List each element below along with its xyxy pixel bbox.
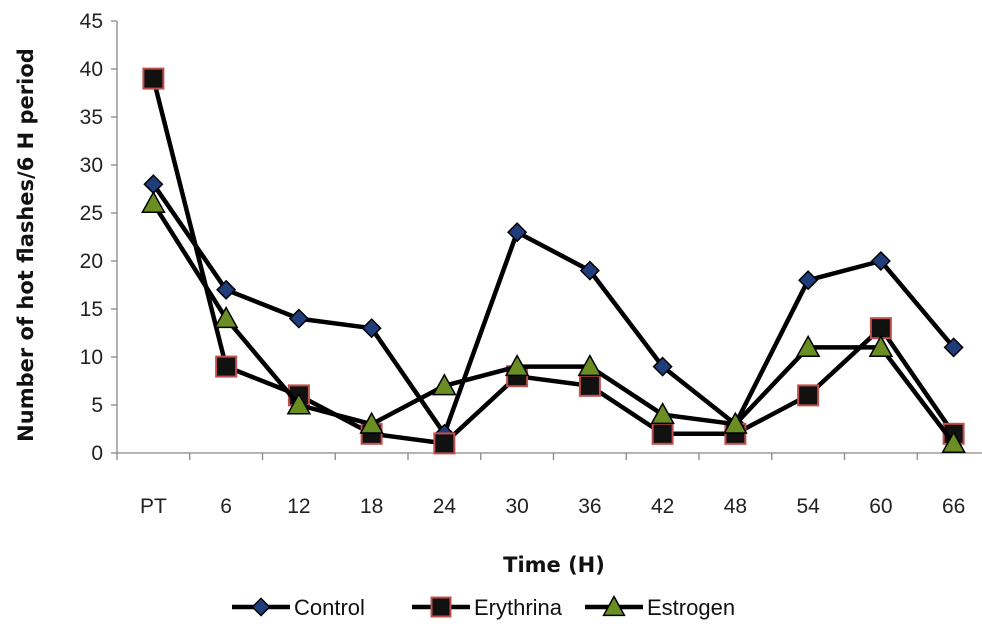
data-point-erythrina (433, 432, 456, 455)
data-point-control (507, 222, 528, 243)
legend-item-estrogen: Estrogen (585, 595, 735, 620)
x-tick-label: 48 (724, 495, 747, 518)
data-point-erythrina (797, 384, 820, 407)
x-tick-label: 36 (578, 495, 601, 518)
data-point-control (943, 337, 964, 358)
data-point-control (579, 260, 600, 281)
series-line-estrogen (151, 202, 956, 445)
series-line-erythrina (151, 78, 956, 446)
y-tick-label: 15 (80, 298, 103, 321)
y-tick-label: 25 (80, 202, 103, 225)
data-point-estrogen (286, 392, 312, 415)
legend-marker-estrogen (602, 595, 626, 617)
data-point-control (361, 318, 382, 339)
data-point-control (216, 279, 237, 300)
data-point-estrogen (504, 354, 530, 377)
series-layer (141, 67, 966, 455)
series-control (143, 174, 964, 444)
legend-label: Control (294, 595, 365, 620)
y-tick-label: 20 (80, 250, 103, 273)
x-tick-label: 18 (360, 495, 383, 518)
data-point-estrogen (795, 334, 821, 357)
series-estrogen (141, 190, 966, 453)
data-point-erythrina (651, 422, 674, 445)
x-tick-label: PT (140, 495, 167, 518)
x-tick-label: 12 (287, 495, 310, 518)
data-point-estrogen (723, 411, 748, 434)
x-tick-label: 24 (433, 495, 457, 518)
y-axis: 0 5 10 15 20 25 30 35 40 45 (80, 10, 118, 465)
y-tick-label: 5 (91, 394, 103, 417)
y-tick-label: 30 (80, 154, 103, 177)
legend-item-control: Control (232, 595, 365, 620)
data-point-control (870, 250, 891, 272)
y-tick-label: 40 (80, 58, 103, 81)
data-point-estrogen (650, 402, 675, 425)
data-point-control (798, 270, 819, 291)
x-tick-label: 42 (651, 495, 674, 518)
series-erythrina (142, 67, 965, 455)
data-point-estrogen (577, 354, 603, 377)
data-point-erythrina (578, 374, 601, 397)
data-point-erythrina (142, 67, 165, 90)
data-point-estrogen (359, 411, 384, 434)
data-point-estrogen (141, 190, 166, 213)
x-tick-label: 6 (220, 495, 232, 518)
legend: Control Erythrina Estrogen (232, 595, 735, 620)
y-tick-label: 35 (80, 106, 103, 129)
x-axis-title: Time (H) (503, 553, 605, 577)
data-point-estrogen (868, 334, 894, 357)
legend-label: Erythrina (474, 595, 563, 620)
y-tick-label: 0 (91, 442, 103, 465)
y-axis-title: Number of hot flashes/6 H period (14, 48, 38, 442)
x-tick-label: 54 (796, 495, 820, 518)
data-point-erythrina (215, 355, 238, 378)
x-tick-label: 66 (942, 495, 965, 518)
y-tick-label: 45 (80, 10, 103, 33)
data-point-control (288, 308, 309, 329)
x-axis: PT 6 12 18 24 30 36 42 48 54 60 66 (116, 452, 982, 518)
x-tick-label: 60 (869, 495, 892, 518)
data-point-estrogen (213, 306, 239, 329)
legend-marker-control (251, 597, 271, 617)
data-point-estrogen (432, 373, 457, 396)
data-point-estrogen (941, 430, 966, 453)
legend-marker-erythrina (430, 596, 452, 618)
y-tick-label: 10 (80, 346, 103, 369)
legend-item-erythrina: Erythrina (412, 595, 563, 620)
series-line-control (151, 182, 956, 437)
x-tick-label: 30 (505, 495, 528, 518)
legend-label: Estrogen (647, 595, 735, 620)
data-point-control (652, 356, 673, 377)
